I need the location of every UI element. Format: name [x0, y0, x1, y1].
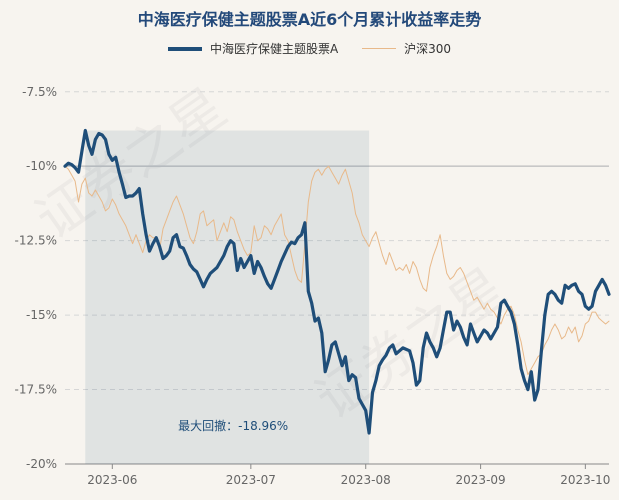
x-tick-label: 2023-07	[226, 473, 276, 487]
x-tick-label: 2023-09	[456, 473, 506, 487]
legend-swatch-fund	[167, 46, 202, 51]
max-drawdown-area	[85, 130, 370, 464]
series-line-fund	[63, 128, 611, 435]
legend: 中海医疗保健主题股票A 沪深300	[0, 40, 619, 57]
y-tick-label: -17.5%	[15, 383, 57, 397]
chart-title: 中海医疗保健主题股票A近6个月累计收益率走势	[137, 10, 482, 29]
legend-item-fund[interactable]: 中海医疗保健主题股票A	[167, 40, 339, 57]
legend-label-fund: 中海医疗保健主题股票A	[209, 42, 339, 56]
x-tick-label: 2023-06	[87, 473, 137, 487]
legend-swatch-index	[362, 48, 397, 49]
x-tick-label: 2023-10	[560, 473, 610, 487]
legend-label-index: 沪深300	[404, 42, 452, 56]
y-tick-label: -20%	[26, 457, 57, 471]
y-tick-label: -10%	[26, 159, 57, 173]
y-tick-label: -15%	[26, 308, 57, 322]
max-drawdown-label: 最大回撤：-18.96%	[178, 418, 288, 433]
y-tick-label: -12.5%	[15, 234, 57, 248]
y-tick-label: -7.5%	[22, 85, 57, 99]
legend-item-index[interactable]: 沪深300	[362, 40, 451, 57]
x-tick-label: 2023-08	[341, 473, 391, 487]
